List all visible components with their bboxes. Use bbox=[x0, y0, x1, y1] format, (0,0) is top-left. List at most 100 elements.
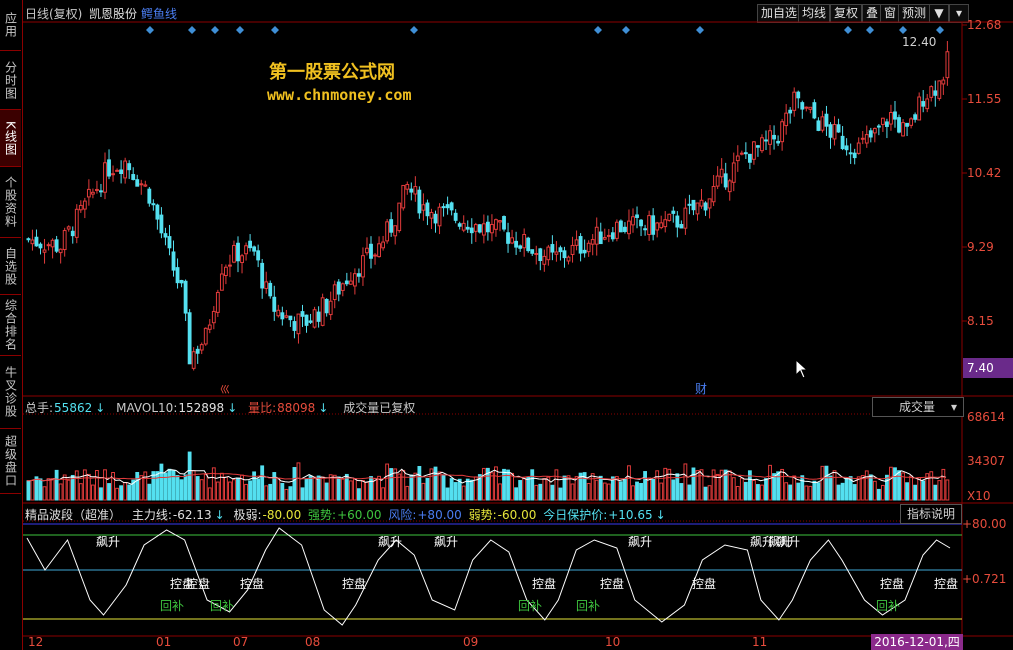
volume-bar bbox=[377, 475, 381, 501]
candle-body bbox=[546, 246, 551, 261]
candle-body bbox=[929, 86, 934, 98]
volume-bar bbox=[139, 475, 144, 501]
chart-period[interactable]: 日线(复权) bbox=[25, 7, 83, 21]
volume-bar bbox=[566, 475, 571, 501]
signal-label-rise: 飙升 bbox=[434, 535, 459, 549]
sidebar-tab-intraday[interactable]: 分时图 bbox=[0, 51, 21, 110]
event-marker-icon[interactable]: 巛 bbox=[220, 385, 230, 396]
signal-diamond-icon bbox=[696, 26, 704, 34]
volume-bar bbox=[465, 478, 470, 501]
candle-body bbox=[352, 273, 357, 287]
candle-body bbox=[276, 309, 281, 317]
sidebar-tab-level2[interactable]: 超级盘口 bbox=[0, 429, 21, 494]
volume-bar bbox=[417, 466, 422, 501]
signal-label-refill: 回补 bbox=[160, 599, 185, 613]
volume-bar bbox=[183, 474, 188, 501]
volume-bar bbox=[143, 471, 148, 501]
volume-bar bbox=[731, 477, 736, 501]
ma-button[interactable]: 均线 bbox=[798, 4, 831, 23]
volume-bar bbox=[292, 467, 297, 501]
stock-name: 凯恩股份 bbox=[89, 7, 138, 21]
volume-bar bbox=[598, 475, 603, 501]
candle-body bbox=[764, 139, 768, 142]
volume-bar bbox=[244, 483, 248, 501]
candle-body bbox=[663, 219, 668, 228]
signal-diamond-icon bbox=[188, 26, 196, 34]
candle-body bbox=[304, 314, 309, 326]
volume-bar bbox=[211, 467, 216, 501]
candle-body bbox=[344, 280, 349, 285]
candle-body bbox=[139, 183, 144, 186]
candle-body bbox=[623, 226, 627, 232]
add-watchlist-button[interactable]: 加自选 bbox=[757, 4, 802, 23]
volume-bar bbox=[70, 474, 75, 501]
candle-body bbox=[437, 206, 442, 227]
candle-body bbox=[219, 273, 224, 291]
signal-label-rise: 飙升 bbox=[378, 535, 403, 549]
volume-bar bbox=[639, 482, 643, 501]
signal-label-refill: 回补 bbox=[876, 599, 901, 613]
candle-body bbox=[574, 239, 579, 246]
mouse-cursor-icon bbox=[795, 359, 809, 379]
sidebar-tab-watchlist[interactable]: 自选股 bbox=[0, 238, 21, 295]
x-axis-label: 07 bbox=[233, 635, 249, 649]
indicator-name[interactable]: 鳄鱼线 bbox=[141, 7, 178, 21]
price-axis-label: 8.15 bbox=[967, 314, 994, 328]
candle-body bbox=[614, 221, 619, 239]
sidebar-tab-app[interactable]: 应用 bbox=[0, 0, 21, 51]
triangle-menu-icon[interactable]: ▼ bbox=[929, 4, 949, 23]
current-price-badge: 7.40 bbox=[963, 358, 1013, 378]
volume-bar bbox=[30, 479, 35, 501]
volume-bar bbox=[929, 471, 934, 501]
volume-bar bbox=[530, 469, 535, 501]
candle-body bbox=[719, 168, 724, 178]
volume-bar bbox=[768, 464, 772, 501]
candle-body bbox=[191, 351, 196, 369]
indicator-help-button[interactable]: 指标说明 bbox=[900, 504, 963, 524]
volume-bar bbox=[135, 471, 140, 501]
volume-bar bbox=[304, 478, 309, 501]
candle-body bbox=[441, 206, 446, 209]
signal-diamond-icon bbox=[899, 26, 907, 34]
candle-body bbox=[26, 238, 31, 241]
candle-body bbox=[743, 152, 748, 155]
candle-body bbox=[135, 179, 140, 187]
sidebar-tab-stock-info[interactable]: 个股资料 bbox=[0, 167, 21, 238]
sidebar-tab-ranking[interactable]: 综合排名 bbox=[0, 295, 21, 356]
candle-body bbox=[675, 215, 680, 228]
volume-bar bbox=[469, 479, 474, 501]
volume-bar bbox=[618, 481, 623, 501]
volume-bar bbox=[385, 463, 390, 501]
sidebar-tab-diagnosis[interactable]: 牛叉诊股 bbox=[0, 356, 21, 429]
volume-bar bbox=[453, 482, 458, 501]
candle-body bbox=[332, 284, 337, 301]
volume-bar bbox=[514, 487, 519, 501]
volume-bar bbox=[296, 462, 301, 501]
sidebar-tab-kline[interactable]: K线图 bbox=[0, 110, 21, 167]
finance-marker-icon[interactable]: 财 bbox=[695, 382, 708, 396]
signal-diamond-icon bbox=[936, 26, 944, 34]
volume-selector[interactable]: 成交量 ▾ bbox=[872, 397, 964, 417]
volume-bar bbox=[836, 484, 841, 501]
volume-bar bbox=[703, 486, 708, 501]
volume-bar bbox=[171, 469, 176, 501]
volume-bar bbox=[401, 469, 406, 501]
volume-bar bbox=[248, 480, 253, 501]
volume-info: 总手:55862 ↓ MAVOL10:152898 ↓ 量比:88098 ↓ 成交量已… bbox=[25, 401, 416, 415]
volume-bar bbox=[284, 488, 289, 501]
volume-bar bbox=[163, 472, 168, 501]
candle-body bbox=[296, 313, 301, 335]
candle-body bbox=[852, 152, 857, 159]
volume-bar bbox=[433, 466, 438, 501]
candle-body bbox=[324, 298, 329, 314]
candle-body bbox=[687, 203, 692, 206]
volume-bar bbox=[78, 483, 83, 501]
candle-body bbox=[421, 204, 426, 211]
volume-bar bbox=[550, 484, 555, 501]
volume-bar bbox=[739, 477, 744, 501]
candle-body bbox=[377, 243, 381, 258]
volume-bar bbox=[175, 475, 180, 501]
volume-bar bbox=[747, 470, 752, 501]
candle-body bbox=[864, 134, 869, 144]
